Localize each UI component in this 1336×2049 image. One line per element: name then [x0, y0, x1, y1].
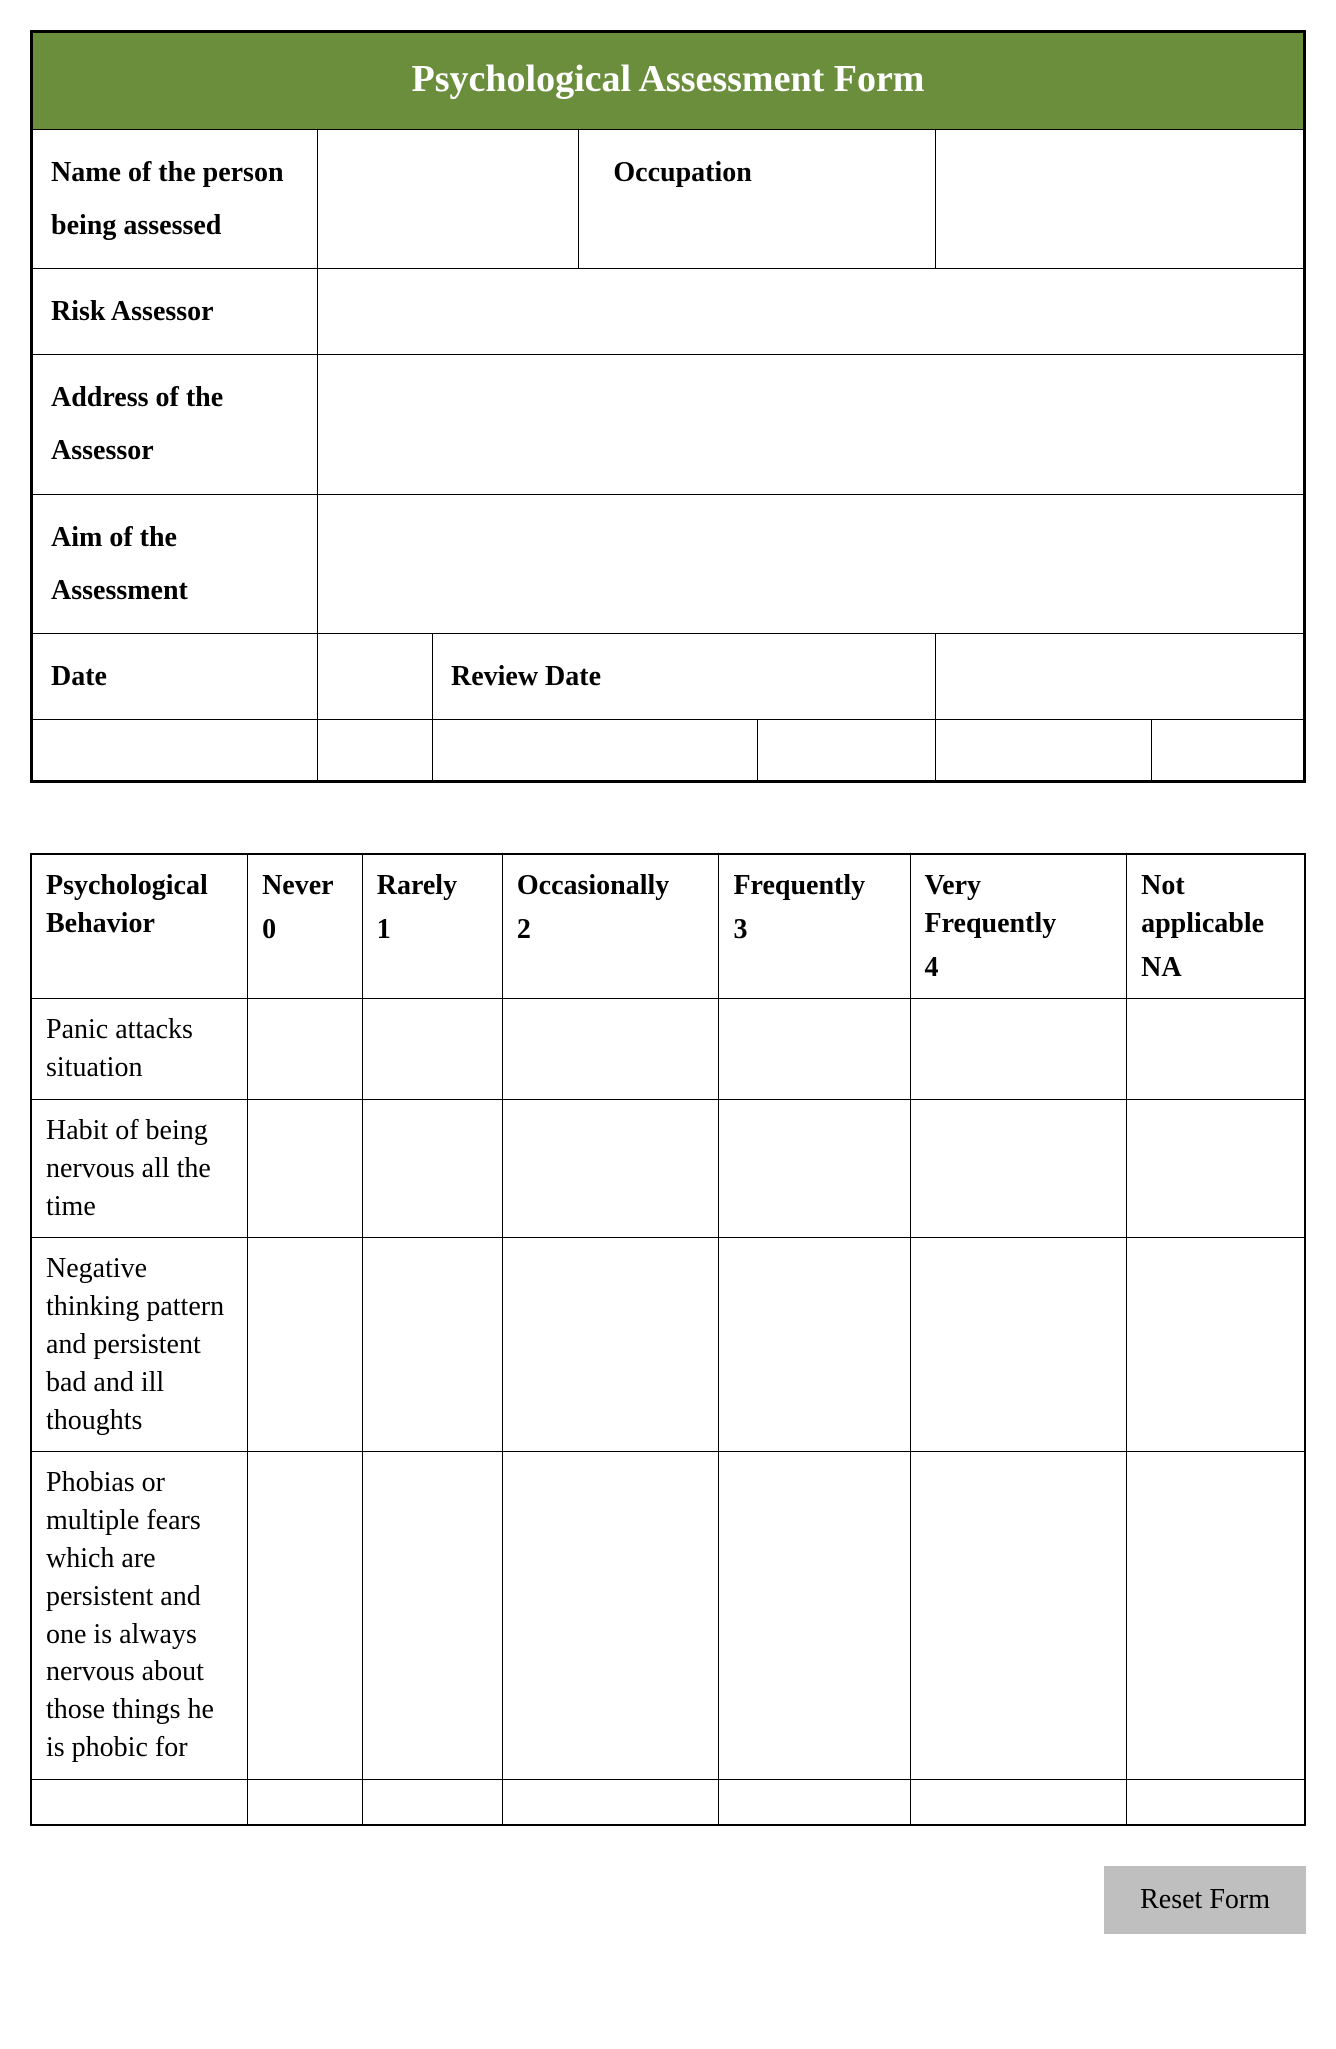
- behavior-label: Negative thinking pattern and persistent…: [31, 1238, 248, 1452]
- rating-cell[interactable]: [1127, 1100, 1305, 1238]
- rating-cell[interactable]: [248, 1238, 363, 1452]
- address-input[interactable]: [318, 355, 1305, 494]
- table-row: Habit of being nervous all the time: [31, 1100, 1305, 1238]
- col-frequently: Frequently 3: [719, 854, 910, 999]
- rating-cell[interactable]: [362, 1100, 502, 1238]
- col-never: Never 0: [248, 854, 363, 999]
- aim-input[interactable]: [318, 494, 1305, 633]
- table-row: [31, 1779, 1305, 1825]
- rating-cell[interactable]: [502, 1452, 719, 1779]
- col-never-l2: 0: [262, 911, 348, 949]
- blank-cell: [757, 720, 935, 782]
- rating-cell[interactable]: [910, 1100, 1127, 1238]
- rating-cell[interactable]: [362, 1452, 502, 1779]
- review-date-label: Review Date: [432, 633, 935, 719]
- rating-cell[interactable]: [719, 999, 910, 1100]
- occupation-label: Occupation: [579, 129, 935, 268]
- table-row: Negative thinking pattern and persistent…: [31, 1238, 1305, 1452]
- col-very-frequently: Very Frequently 4: [910, 854, 1127, 999]
- col-frequently-l1: Frequently: [733, 870, 865, 901]
- button-row: Reset Form: [30, 1866, 1306, 1934]
- rating-cell[interactable]: [719, 1779, 910, 1825]
- risk-assessor-label: Risk Assessor: [32, 268, 318, 354]
- rating-cell[interactable]: [502, 1100, 719, 1238]
- blank-cell: [32, 720, 318, 782]
- rating-cell[interactable]: [1127, 1779, 1305, 1825]
- rating-cell[interactable]: [502, 1238, 719, 1452]
- info-table: Psychological Assessment Form Name of th…: [30, 30, 1306, 783]
- rating-cell[interactable]: [248, 1452, 363, 1779]
- rating-cell[interactable]: [719, 1452, 910, 1779]
- rating-cell[interactable]: [910, 1779, 1127, 1825]
- behavior-label: [31, 1779, 248, 1825]
- rating-cell[interactable]: [910, 1452, 1127, 1779]
- behavior-label: Panic attacks situation: [31, 999, 248, 1100]
- rating-cell[interactable]: [1127, 999, 1305, 1100]
- name-input[interactable]: [318, 129, 579, 268]
- behavior-label: Phobias or multiple fears which are pers…: [31, 1452, 248, 1779]
- review-date-input[interactable]: [935, 633, 1304, 719]
- behavior-header-row: Psychological Behavior Never 0 Rarely 1 …: [31, 854, 1305, 999]
- col-rarely-l1: Rarely: [377, 870, 457, 901]
- rating-cell[interactable]: [362, 1238, 502, 1452]
- rating-cell[interactable]: [719, 1100, 910, 1238]
- table-row: Panic attacks situation: [31, 999, 1305, 1100]
- rating-cell[interactable]: [1127, 1238, 1305, 1452]
- rating-cell[interactable]: [502, 1779, 719, 1825]
- risk-assessor-input[interactable]: [318, 268, 1305, 354]
- col-na-l1: Not applicable: [1141, 870, 1264, 939]
- aim-label: Aim of the Assessment: [32, 494, 318, 633]
- rating-cell[interactable]: [1127, 1452, 1305, 1779]
- name-label: Name of the person being assessed: [32, 129, 318, 268]
- col-never-l1: Never: [262, 870, 334, 901]
- date-label: Date: [32, 633, 318, 719]
- form-page: Psychological Assessment Form Name of th…: [30, 30, 1306, 1934]
- col-occasionally: Occasionally 2: [502, 854, 719, 999]
- col-occasionally-l2: 2: [517, 911, 705, 949]
- form-title: Psychological Assessment Form: [32, 32, 1305, 130]
- occupation-input[interactable]: [935, 129, 1304, 268]
- col-frequently-l2: 3: [733, 911, 895, 949]
- col-na-l2: NA: [1141, 949, 1290, 987]
- blank-cell: [432, 720, 757, 782]
- col-very-frequently-l2: 4: [925, 949, 1113, 987]
- rating-cell[interactable]: [248, 1779, 363, 1825]
- rating-cell[interactable]: [362, 999, 502, 1100]
- reset-button[interactable]: Reset Form: [1104, 1866, 1306, 1934]
- behavior-label: Habit of being nervous all the time: [31, 1100, 248, 1238]
- rating-cell[interactable]: [248, 999, 363, 1100]
- col-rarely-l2: 1: [377, 911, 488, 949]
- rating-cell[interactable]: [910, 1238, 1127, 1452]
- rating-cell[interactable]: [362, 1779, 502, 1825]
- col-behavior: Psychological Behavior: [31, 854, 248, 999]
- blank-cell: [1152, 720, 1305, 782]
- table-row: Phobias or multiple fears which are pers…: [31, 1452, 1305, 1779]
- col-rarely: Rarely 1: [362, 854, 502, 999]
- rating-cell[interactable]: [248, 1100, 363, 1238]
- blank-cell: [935, 720, 1151, 782]
- col-occasionally-l1: Occasionally: [517, 870, 669, 901]
- address-label: Address of the Assessor: [32, 355, 318, 494]
- date-input[interactable]: [318, 633, 433, 719]
- rating-cell[interactable]: [502, 999, 719, 1100]
- blank-cell: [318, 720, 433, 782]
- rating-cell[interactable]: [910, 999, 1127, 1100]
- rating-cell[interactable]: [719, 1238, 910, 1452]
- col-very-frequently-l1: Very Frequently: [925, 870, 1057, 939]
- spacer: [30, 783, 1306, 853]
- behavior-table: Psychological Behavior Never 0 Rarely 1 …: [30, 853, 1306, 1826]
- col-na: Not applicable NA: [1127, 854, 1305, 999]
